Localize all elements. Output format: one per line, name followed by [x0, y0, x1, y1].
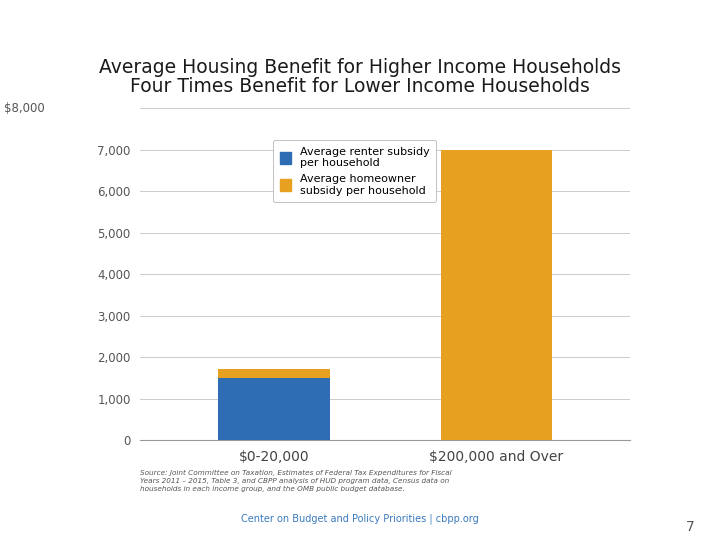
Bar: [4, 33, 9, 35]
Bar: [9, 33, 17, 34]
Text: Four Times Benefit for Lower Income Households: Four Times Benefit for Lower Income Hous…: [130, 77, 590, 96]
Bar: [441, 150, 552, 440]
Text: Center on Budget and Policy Priorities | cbpp.org: Center on Budget and Policy Priorities |…: [241, 514, 479, 524]
Text: 7: 7: [686, 519, 695, 534]
Bar: [9, 34, 17, 35]
Text: Average Housing Benefit for Higher Income Households: Average Housing Benefit for Higher Incom…: [99, 58, 621, 77]
Bar: [19, 34, 27, 35]
Legend: Average renter subsidy
per household, Average homeowner
subsidy per household: Average renter subsidy per household, Av…: [274, 140, 436, 202]
Bar: [218, 369, 330, 378]
Bar: [29, 34, 37, 35]
Text: Center on Budget and Policy Priorities: Center on Budget and Policy Priorities: [54, 14, 278, 26]
Bar: [29, 33, 37, 34]
Text: Source: Joint Committee on Taxation, Estimates of Federal Tax Expenditures for F: Source: Joint Committee on Taxation, Est…: [140, 470, 452, 492]
Bar: [19, 33, 27, 34]
Bar: [218, 378, 330, 440]
Text: $8,000: $8,000: [4, 102, 45, 114]
